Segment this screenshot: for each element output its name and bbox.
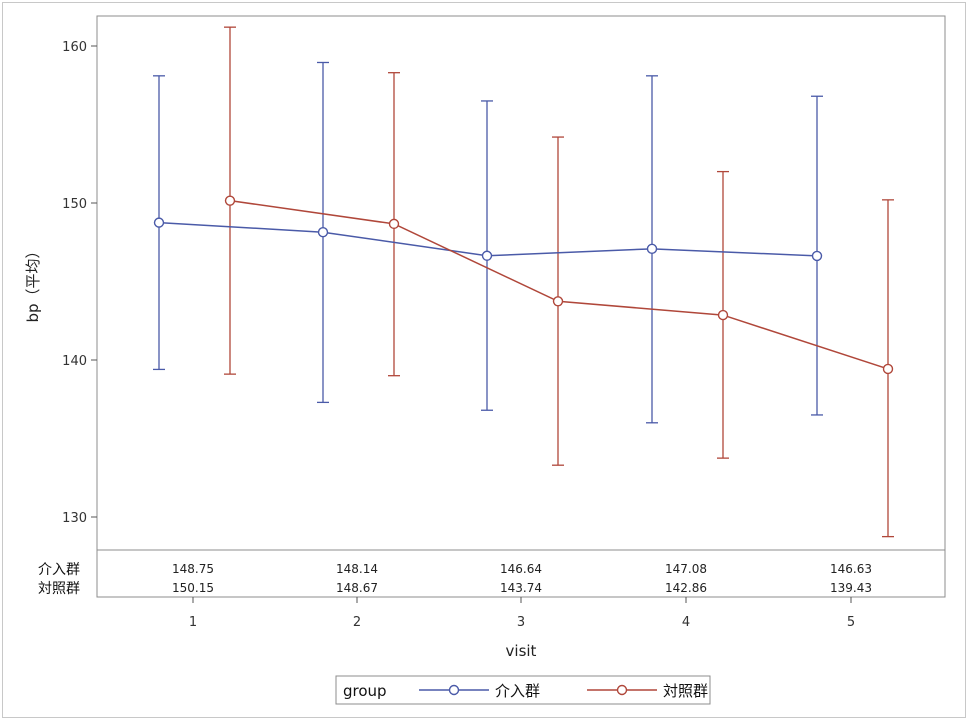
x-tick-label: 3 <box>517 615 525 630</box>
legend: group 介入群 対照群 <box>335 675 711 705</box>
series-lines <box>158 199 889 370</box>
x-axis: 1 2 3 4 5 <box>189 597 855 630</box>
x-tick-label: 5 <box>847 615 855 630</box>
table-cell: 150.15 <box>172 581 214 595</box>
y-axis-label: bp（平均） <box>24 243 42 322</box>
series-line <box>229 199 889 370</box>
table-cell: 148.14 <box>336 562 378 576</box>
x-tick-label: 2 <box>353 615 361 630</box>
series-point <box>481 250 493 261</box>
y-tick-label: 150 <box>62 197 87 212</box>
table-cell: 139.43 <box>830 581 872 595</box>
series-point <box>317 227 329 238</box>
series-point <box>224 195 236 206</box>
series-point <box>552 296 564 307</box>
table-cell: 142.86 <box>665 581 707 595</box>
series-point <box>153 217 165 228</box>
error-bars <box>153 26 894 538</box>
legend-items: 介入群 対照群 <box>419 682 708 700</box>
x-axis-label: visit <box>506 642 537 660</box>
table-cell: 148.75 <box>172 562 214 576</box>
x-tick-label: 1 <box>189 615 197 630</box>
series-point <box>646 243 658 255</box>
series-markers <box>153 195 894 375</box>
legend-label: 対照群 <box>663 682 708 700</box>
legend-marker <box>448 684 460 696</box>
table-cell: 148.67 <box>336 581 378 595</box>
x-tick-label: 4 <box>682 615 690 630</box>
table-cell: 143.74 <box>500 581 542 595</box>
table-row-label: 対照群 <box>38 581 80 597</box>
table-cell: 146.63 <box>830 562 872 576</box>
y-tick-label: 130 <box>62 511 87 526</box>
table-cell: 146.64 <box>500 562 542 576</box>
value-table: 介入群 148.75 148.14 146.64 147.08 146.63 対照群 150.… <box>38 562 872 597</box>
y-tick-label: 140 <box>62 354 87 369</box>
series-point <box>882 363 894 375</box>
series-point <box>811 250 823 262</box>
legend-title: group <box>343 682 387 700</box>
series-point <box>717 309 729 321</box>
table-row-label: 介入群 <box>38 562 80 578</box>
series-point <box>388 218 400 230</box>
table-cell: 147.08 <box>665 562 707 576</box>
legend-marker <box>616 684 628 696</box>
y-tick-label: 160 <box>62 40 87 55</box>
y-axis: 130 140 150 160 <box>62 40 97 526</box>
legend-label: 介入群 <box>495 682 540 700</box>
